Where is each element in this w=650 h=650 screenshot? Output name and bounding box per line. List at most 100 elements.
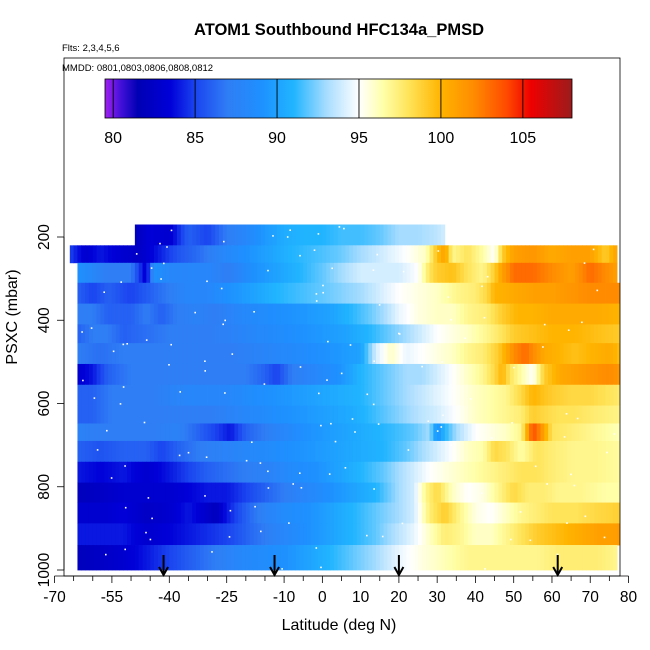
- data-gap-speck: [464, 337, 466, 340]
- heatmap-cell: [437, 423, 442, 442]
- heatmap-cell: [509, 262, 515, 284]
- heatmap-cell: [517, 343, 522, 365]
- heatmap-cell: [196, 262, 201, 284]
- heatmap-cell: [529, 405, 534, 424]
- heatmap-cell: [188, 363, 193, 386]
- heatmap-cell: [617, 384, 620, 406]
- heatmap-cell: [203, 502, 208, 524]
- heatmap-cell: [184, 245, 189, 264]
- heatmap-cell: [192, 262, 197, 284]
- heatmap-cell: [307, 440, 312, 463]
- heatmap-cell: [410, 224, 415, 246]
- heatmap-cell: [467, 523, 473, 546]
- heatmap-cell: [123, 363, 128, 386]
- heatmap-cell: [463, 384, 469, 406]
- heatmap-cell: [517, 523, 522, 546]
- heatmap-cell: [295, 224, 300, 246]
- heatmap-cell: [291, 224, 296, 246]
- heatmap-cell: [349, 245, 354, 264]
- heatmap-cell: [601, 262, 606, 284]
- data-gap-speck: [267, 487, 270, 489]
- heatmap-cell: [299, 502, 304, 524]
- heatmap-cell: [601, 502, 606, 524]
- heatmap-cell: [261, 224, 266, 246]
- heatmap-cell: [314, 423, 319, 442]
- heatmap-cell: [621, 523, 625, 545]
- heatmap-cell: [582, 440, 587, 463]
- heatmap-cell: [307, 282, 312, 304]
- heatmap-cell: [207, 224, 212, 246]
- heatmap-cell: [375, 324, 381, 344]
- heatmap-cell: [322, 523, 327, 546]
- heatmap-cell: [479, 303, 484, 325]
- heatmap-cell: [96, 405, 101, 424]
- heatmap-cell: [161, 384, 166, 406]
- heatmap-cell: [578, 423, 583, 442]
- heatmap-cell: [77, 384, 82, 406]
- heatmap-cell: [234, 245, 239, 264]
- heatmap-cell: [196, 303, 201, 325]
- heatmap-cell: [280, 262, 285, 284]
- heatmap-cell: [303, 324, 308, 344]
- heatmap-cell: [548, 523, 553, 546]
- heatmap-cell: [199, 363, 205, 386]
- heatmap-cell: [586, 545, 591, 571]
- heatmap-cell: [333, 545, 339, 571]
- heatmap-cell: [433, 245, 438, 264]
- heatmap-cell: [597, 303, 603, 325]
- heatmap-cell: [69, 245, 75, 264]
- heatmap-cell: [517, 502, 522, 524]
- heatmap-cell: [349, 440, 354, 463]
- heatmap-cell: [146, 245, 151, 264]
- heatmap-cell: [418, 440, 423, 463]
- heatmap-cell: [203, 405, 208, 424]
- heatmap-cell: [586, 324, 591, 344]
- heatmap-cell: [467, 324, 473, 344]
- heatmap-cell: [142, 363, 147, 386]
- heatmap-cell: [452, 405, 457, 424]
- heatmap-cell: [429, 363, 434, 386]
- heatmap-cell: [115, 405, 120, 424]
- heatmap-cell: [345, 502, 350, 524]
- heatmap-cell: [395, 440, 400, 463]
- heatmap-cell: [169, 245, 174, 264]
- heatmap-cell: [307, 384, 312, 406]
- heatmap-cell: [176, 245, 182, 264]
- data-gap-speck: [322, 291, 324, 294]
- data-gap-speck: [469, 398, 472, 400]
- heatmap-cell: [471, 405, 476, 424]
- heatmap-cell: [169, 502, 174, 524]
- heatmap-cell: [440, 262, 446, 284]
- data-gap-speck: [567, 329, 570, 331]
- heatmap-cell: [333, 262, 339, 284]
- heatmap-cell: [375, 440, 381, 463]
- heatmap-cell: [578, 440, 583, 463]
- data-gap-speck: [122, 386, 125, 388]
- heatmap-cell: [364, 482, 369, 503]
- heatmap-cell: [276, 262, 281, 284]
- heatmap-cell: [383, 343, 388, 365]
- heatmap-cell: [153, 262, 159, 284]
- heatmap-cell: [544, 303, 549, 325]
- heatmap-cell: [551, 523, 557, 546]
- heatmap-cell: [429, 282, 434, 304]
- heatmap-cell: [207, 303, 212, 325]
- heatmap-cell: [333, 282, 339, 304]
- data-gap-speck: [159, 242, 161, 245]
- heatmap-cell: [414, 303, 419, 325]
- heatmap-cell: [440, 303, 446, 325]
- heatmap-cell: [498, 282, 503, 304]
- x-tick-label: 80: [620, 589, 638, 606]
- heatmap-cell: [196, 423, 201, 442]
- heatmap-cell: [268, 384, 274, 406]
- heatmap-cell: [234, 523, 239, 546]
- heatmap-cell: [326, 303, 331, 325]
- heatmap-cell: [222, 423, 228, 442]
- heatmap-cell: [364, 324, 369, 344]
- heatmap-cell: [509, 384, 515, 406]
- heatmap-cell: [410, 423, 415, 442]
- heatmap-cell: [479, 405, 484, 424]
- heatmap-cell: [215, 363, 220, 386]
- heatmap-cell: [138, 440, 143, 463]
- heatmap-cell: [157, 324, 163, 344]
